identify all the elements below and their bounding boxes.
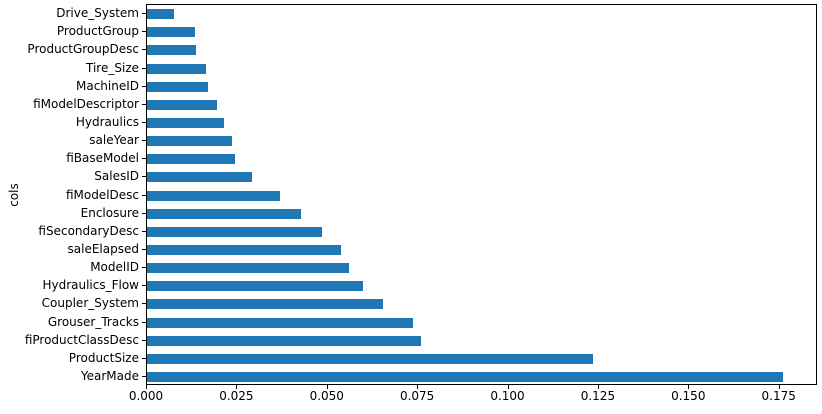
ytick-label-ProductGroupDesc: ProductGroupDesc — [27, 42, 139, 57]
xtick-label-0.075: 0.075 — [399, 389, 435, 403]
ytick-label-ProductSize: ProductSize — [68, 350, 139, 365]
ytick-mark — [142, 213, 146, 214]
ytick-label-YearMade: YearMade — [80, 368, 139, 383]
ytick-mark — [142, 140, 146, 141]
ytick-label-Coupler_System: Coupler_System — [41, 296, 139, 311]
ytick-mark — [142, 303, 146, 304]
xtick-label-0.125: 0.125 — [580, 389, 616, 403]
bar-YearMade — [147, 371, 783, 382]
xtick-label-0.050: 0.050 — [309, 389, 344, 403]
ytick-mark — [142, 340, 146, 341]
ytick-label-ProductGroup: ProductGroup — [56, 24, 139, 39]
ytick-mark — [142, 176, 146, 177]
ytick-mark — [142, 322, 146, 323]
ytick-mark — [142, 13, 146, 14]
bar-fiBaseModel — [147, 154, 235, 165]
ytick-mark — [142, 249, 146, 250]
ytick-label-fiBaseModel: fiBaseModel — [66, 151, 139, 166]
bar-Tire_Size — [147, 63, 207, 74]
ytick-mark — [142, 358, 146, 359]
xtick-label-0.025: 0.025 — [219, 389, 254, 403]
bar-Hydraulics_Flow — [147, 281, 364, 292]
ytick-label-MachineID: MachineID — [75, 78, 139, 93]
xtick-mark — [236, 385, 237, 389]
bar-saleYear — [147, 136, 233, 147]
xtick-mark — [688, 385, 689, 389]
bar-ProductGroup — [147, 27, 196, 38]
xtick-mark — [327, 385, 328, 389]
ytick-label-saleYear: saleYear — [89, 133, 139, 148]
ytick-mark — [142, 158, 146, 159]
ytick-mark — [142, 68, 146, 69]
bar-fiModelDesc — [147, 190, 281, 201]
ytick-label-Hydraulics_Flow: Hydraulics_Flow — [42, 278, 139, 293]
ytick-label-fiModelDescriptor: fiModelDescriptor — [33, 96, 139, 111]
ytick-mark — [142, 31, 146, 32]
ytick-label-fiProductClassDesc: fiProductClassDesc — [24, 332, 139, 347]
bar-fiSecondaryDesc — [147, 226, 322, 237]
ytick-mark — [142, 122, 146, 123]
bar-Enclosure — [147, 208, 302, 219]
ytick-label-ModelID: ModelID — [90, 260, 139, 275]
ytick-label-Grouser_Tracks: Grouser_Tracks — [47, 314, 139, 329]
xtick-mark — [417, 385, 418, 389]
xtick-mark — [779, 385, 780, 389]
xtick-label-0.150: 0.150 — [671, 389, 706, 403]
bar-Coupler_System — [147, 299, 384, 310]
bar-ProductGroupDesc — [147, 45, 197, 56]
ytick-mark — [142, 231, 146, 232]
bar-fiModelDescriptor — [147, 99, 217, 110]
xtick-label-0.100: 0.100 — [490, 389, 525, 403]
bar-Hydraulics — [147, 117, 225, 128]
ytick-mark — [142, 285, 146, 286]
ytick-label-Hydraulics: Hydraulics — [75, 114, 139, 129]
bar-ModelID — [147, 263, 349, 274]
xtick-mark — [598, 385, 599, 389]
ytick-mark — [142, 49, 146, 50]
ytick-label-fiModelDesc: fiModelDesc — [65, 187, 139, 202]
ytick-label-Tire_Size: Tire_Size — [86, 60, 139, 75]
bar-Grouser_Tracks — [147, 317, 413, 328]
bar-fiProductClassDesc — [147, 335, 422, 346]
ytick-mark — [142, 104, 146, 105]
ytick-mark — [142, 195, 146, 196]
xtick-mark — [508, 385, 509, 389]
ytick-mark — [142, 267, 146, 268]
bar-ProductSize — [147, 353, 593, 364]
ytick-label-fiSecondaryDesc: fiSecondaryDesc — [38, 223, 139, 238]
bar-MachineID — [147, 81, 208, 92]
ytick-mark — [142, 86, 146, 87]
ytick-label-SalesID: SalesID — [94, 169, 139, 184]
ytick-label-Drive_System: Drive_System — [56, 6, 139, 21]
ytick-mark — [142, 376, 146, 377]
xtick-mark — [146, 385, 147, 389]
xtick-label-0.000: 0.000 — [128, 389, 164, 403]
ytick-label-saleElapsed: saleElapsed — [67, 241, 139, 256]
bar-SalesID — [147, 172, 252, 183]
bars-layer — [147, 5, 816, 384]
plot-area — [146, 4, 817, 385]
bar-Drive_System — [147, 9, 175, 20]
bar-saleElapsed — [147, 244, 342, 255]
xtick-label-0.175: 0.175 — [761, 389, 796, 403]
ytick-label-Enclosure: Enclosure — [80, 205, 139, 220]
